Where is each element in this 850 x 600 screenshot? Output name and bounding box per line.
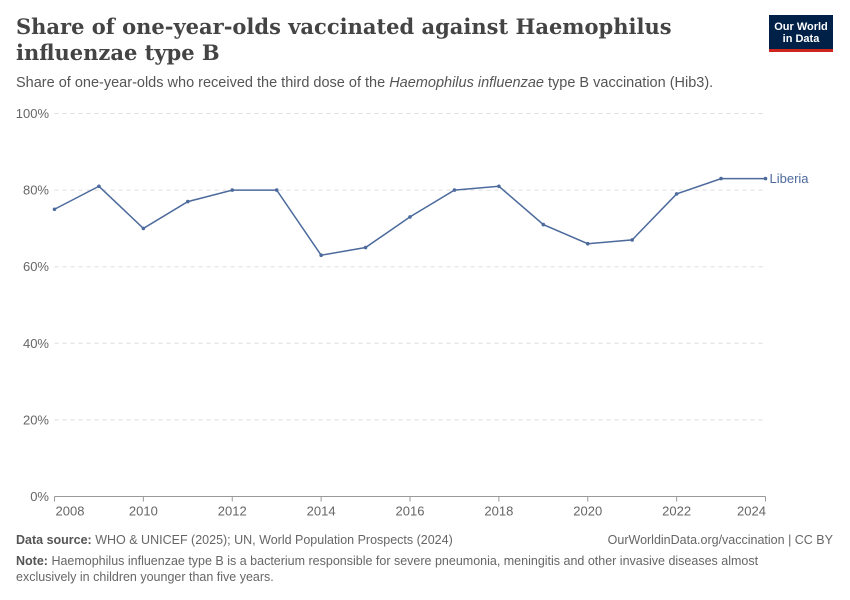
data-point bbox=[274, 188, 279, 192]
data-point bbox=[97, 184, 101, 189]
data-point bbox=[719, 176, 723, 181]
x-tick-label: 2010 bbox=[129, 504, 158, 519]
chart-subtitle: Share of one-year-olds who received the … bbox=[16, 75, 713, 91]
note-text: Haemophilus influenzae type B is a bacte… bbox=[16, 554, 759, 584]
y-tick-label: 80% bbox=[23, 183, 49, 198]
series-label: Liberia bbox=[770, 171, 810, 186]
license-link[interactable]: OurWorldinData.org/vaccination | CC BY bbox=[607, 533, 833, 547]
data-point bbox=[497, 184, 501, 189]
owid-logo[interactable]: Our World in Data bbox=[769, 15, 833, 52]
source-label: Data source: bbox=[16, 533, 92, 547]
chart-title: Share of one-year-olds vaccinated agains… bbox=[16, 14, 672, 65]
x-tick-label: 2012 bbox=[218, 504, 247, 519]
subtitle-text-end: type B vaccination (Hib3). bbox=[543, 75, 714, 91]
data-point bbox=[452, 188, 457, 192]
subtitle-text: Share of one-year-olds who received the … bbox=[16, 75, 390, 91]
data-point bbox=[52, 207, 57, 212]
data-point bbox=[674, 192, 679, 196]
subtitle-italic: Haemophilus influenzae bbox=[389, 75, 544, 91]
data-point bbox=[363, 245, 368, 250]
x-tick-label: 2018 bbox=[484, 504, 513, 519]
y-tick-label: 100% bbox=[16, 106, 50, 121]
data-point bbox=[408, 215, 412, 219]
data-source: Data source: WHO & UNICEF (2025); UN, Wo… bbox=[16, 533, 453, 547]
data-point bbox=[763, 176, 768, 181]
logo-line1: Our World bbox=[774, 21, 828, 33]
chart-note: Note: Haemophilus influenzae type B is a… bbox=[16, 553, 796, 585]
y-tick-label: 20% bbox=[23, 412, 49, 427]
y-tick-label: 0% bbox=[30, 489, 49, 504]
x-tick-label: 2016 bbox=[396, 504, 425, 519]
data-point bbox=[630, 238, 634, 242]
data-point bbox=[319, 253, 323, 258]
data-point bbox=[230, 188, 235, 192]
source-text: WHO & UNICEF (2025); UN, World Populatio… bbox=[95, 533, 453, 547]
x-tick-label: 2008 bbox=[56, 504, 85, 519]
note-label: Note: bbox=[16, 554, 48, 568]
line-chart: 0% 20% 40% 60% 80% 100% 2008 2010 2012 2014 2016 20… bbox=[16, 106, 810, 519]
y-tick-label: 60% bbox=[23, 259, 49, 274]
data-point bbox=[186, 199, 190, 204]
logo-line2: in Data bbox=[782, 33, 820, 45]
x-tick-label: 2020 bbox=[573, 504, 602, 519]
x-tick-label: 2014 bbox=[307, 504, 336, 519]
x-tick-label: 2024 bbox=[737, 504, 766, 519]
x-tick-label: 2022 bbox=[662, 504, 691, 519]
y-tick-label: 40% bbox=[23, 336, 49, 351]
data-point bbox=[585, 241, 590, 246]
data-point bbox=[541, 222, 546, 227]
data-point bbox=[141, 226, 146, 231]
